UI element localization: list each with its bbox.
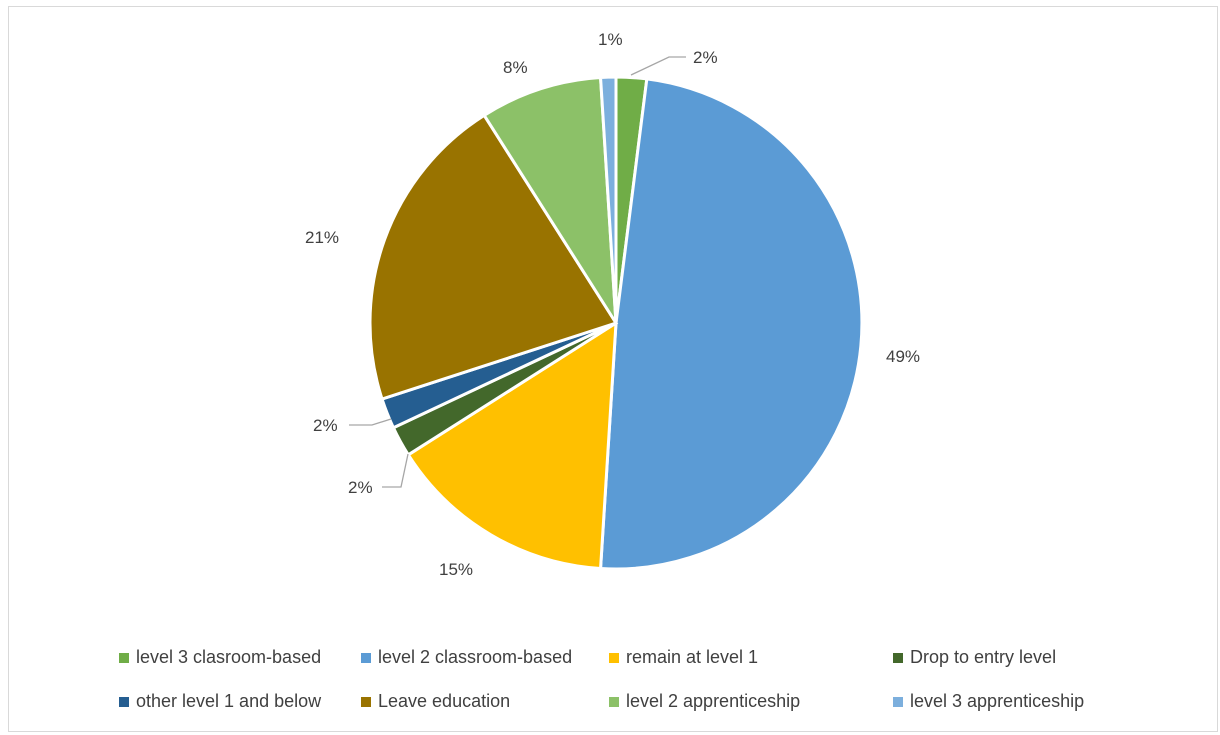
data-label-leave-education: 21% xyxy=(305,228,339,247)
pie-slice-leave-education xyxy=(368,113,619,401)
legend-swatch xyxy=(893,696,903,707)
data-label-level-3-apprenticeship: 1% xyxy=(598,30,623,49)
data-label-level-2-classroom: 49% xyxy=(886,347,920,366)
legend-item-drop-to-entry: Drop to entry level xyxy=(893,647,1056,668)
legend-row-1: level 3 clasroom-based level 2 classroom… xyxy=(119,647,1199,691)
leader-line-other-level-1 xyxy=(349,418,392,426)
pie-slice-level-3-apprenticeship xyxy=(598,75,618,324)
data-label-level-2-apprenticeship: 8% xyxy=(503,58,528,77)
data-labels: 2% 49% 15% 2% 2% 21% 8% 1% xyxy=(305,30,920,579)
data-label-drop-to-entry: 2% xyxy=(348,478,373,497)
legend-label: Leave education xyxy=(378,691,511,711)
legend-swatch xyxy=(119,652,129,663)
legend-label: level 2 classroom-based xyxy=(378,647,573,667)
data-label-level-3-classroom: 2% xyxy=(693,48,718,67)
legend-swatch xyxy=(893,652,903,663)
legend-item-level-2-classroom: level 2 classroom-based xyxy=(361,647,572,668)
legend-swatch xyxy=(361,652,371,663)
pie-slice-level-2-classroom-based xyxy=(598,77,864,571)
legend-swatch xyxy=(609,696,619,707)
pie-slice-remain-at-level-1 xyxy=(406,320,618,571)
pie-slice-level-2-apprenticeship xyxy=(482,75,618,324)
pie-slices xyxy=(368,75,864,571)
legend-label: other level 1 and below xyxy=(136,691,322,711)
chart-area: 2% 49% 15% 2% 2% 21% 8% 1% level 3 clasr… xyxy=(8,6,1218,732)
legend-item-leave-education: Leave education xyxy=(361,691,510,712)
legend-item-other-level-1: other level 1 and below xyxy=(119,691,321,712)
legend-label: level 3 clasroom-based xyxy=(136,647,322,667)
legend-label: level 3 apprenticeship xyxy=(910,691,1085,711)
leader-line-drop-to-entry xyxy=(382,453,409,488)
legend-item-level-3-classroom: level 3 clasroom-based xyxy=(119,647,321,668)
chart-legend: level 3 clasroom-based level 2 classroom… xyxy=(119,647,1199,735)
legend-label: level 2 apprenticeship xyxy=(626,691,801,711)
legend-swatch xyxy=(609,652,619,663)
pie-chart: 2% 49% 15% 2% 2% 21% 8% 1% xyxy=(305,30,920,579)
legend-swatch xyxy=(361,696,371,707)
legend-item-level-2-apprenticeship: level 2 apprenticeship xyxy=(609,691,800,712)
legend-label: Drop to entry level xyxy=(910,647,1057,667)
leader-lines xyxy=(349,56,686,488)
data-label-other-level-1: 2% xyxy=(313,416,338,435)
legend-item-level-3-apprenticeship: level 3 apprenticeship xyxy=(893,691,1084,712)
legend-swatch xyxy=(119,696,129,707)
legend-label: remain at level 1 xyxy=(626,647,759,667)
data-label-remain-level-1: 15% xyxy=(439,560,473,579)
leader-line-level-3-classroom xyxy=(630,56,686,76)
legend-item-remain-level-1: remain at level 1 xyxy=(609,647,758,668)
legend-row-2: other level 1 and below Leave education … xyxy=(119,691,1199,735)
